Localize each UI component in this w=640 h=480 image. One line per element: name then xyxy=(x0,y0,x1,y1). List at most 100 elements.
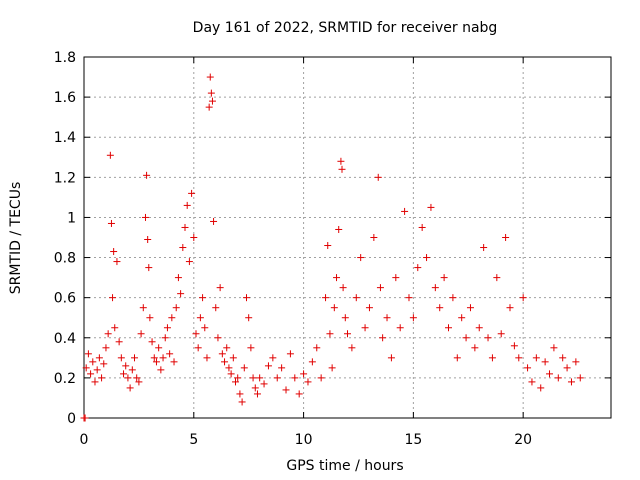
data-point xyxy=(253,390,261,398)
y-tick-label: 1.2 xyxy=(54,170,76,186)
data-point xyxy=(326,330,334,338)
data-point xyxy=(528,378,536,386)
data-point xyxy=(537,384,545,392)
data-point xyxy=(484,334,492,342)
x-axis-label: GPS time / hours xyxy=(286,458,403,474)
data-point xyxy=(159,354,167,362)
data-point xyxy=(341,314,349,322)
data-point xyxy=(471,344,479,352)
data-point xyxy=(532,354,540,362)
data-point xyxy=(89,358,97,366)
data-point xyxy=(150,354,158,362)
data-point xyxy=(365,304,373,312)
data-point xyxy=(330,304,338,312)
data-point xyxy=(458,314,466,322)
data-point xyxy=(278,364,286,372)
data-point xyxy=(208,97,216,105)
data-point xyxy=(179,244,187,252)
y-tick-label: 1.8 xyxy=(54,50,76,66)
data-point xyxy=(166,350,174,358)
y-tick-label: 0.6 xyxy=(54,291,76,307)
data-point xyxy=(431,284,439,292)
data-point xyxy=(567,378,575,386)
data-point xyxy=(466,304,474,312)
data-point xyxy=(205,103,213,111)
data-point xyxy=(141,213,149,221)
data-point xyxy=(249,374,257,382)
data-point xyxy=(91,378,99,386)
data-points xyxy=(80,73,584,422)
data-point xyxy=(122,362,130,370)
data-point xyxy=(214,334,222,342)
x-tick-label: 20 xyxy=(514,432,532,448)
data-point xyxy=(440,274,448,282)
data-point xyxy=(207,89,215,97)
data-point xyxy=(572,358,580,366)
data-point xyxy=(245,314,253,322)
ticks: 0 0.2 0.4 0.6 0.8 1 1.2 1.4 1.6 1.8 0 5 10 15 20 xyxy=(54,50,611,448)
data-point xyxy=(120,370,128,378)
data-point xyxy=(181,223,189,231)
data-point xyxy=(117,354,125,362)
data-point xyxy=(337,157,345,165)
data-point xyxy=(559,354,567,362)
data-point xyxy=(81,414,89,422)
data-point xyxy=(344,330,351,338)
data-point xyxy=(102,344,110,352)
data-point xyxy=(546,370,554,378)
data-point xyxy=(87,370,95,378)
x-tick-label: 15 xyxy=(404,432,422,448)
data-point xyxy=(352,294,360,302)
data-point xyxy=(576,374,584,382)
data-point xyxy=(225,364,233,372)
data-point xyxy=(199,294,207,302)
data-point xyxy=(216,284,224,292)
data-point xyxy=(172,304,180,312)
data-point xyxy=(383,314,391,322)
data-point xyxy=(124,374,132,382)
data-point xyxy=(144,236,152,244)
data-point xyxy=(317,374,325,382)
data-point xyxy=(227,370,235,378)
data-point xyxy=(218,350,226,358)
data-point xyxy=(84,350,92,358)
y-tick-label: 0 xyxy=(67,411,76,427)
data-point xyxy=(453,354,461,362)
data-point xyxy=(462,334,470,342)
data-point xyxy=(137,330,145,338)
data-point xyxy=(480,244,488,252)
data-point xyxy=(82,364,90,372)
data-point xyxy=(196,314,204,322)
chart-title: Day 161 of 2022, SRMTID for receiver nab… xyxy=(193,20,498,36)
data-point xyxy=(145,264,153,272)
data-point xyxy=(133,374,141,382)
data-point xyxy=(387,354,395,362)
data-point xyxy=(110,248,118,256)
data-point xyxy=(282,386,290,394)
data-point xyxy=(206,73,214,81)
y-tick-label: 1.4 xyxy=(54,130,76,146)
data-point xyxy=(232,378,240,386)
data-point xyxy=(174,274,182,282)
data-point xyxy=(449,294,457,302)
data-point xyxy=(273,374,281,382)
data-point xyxy=(146,314,154,322)
data-point xyxy=(100,360,108,368)
data-point xyxy=(168,314,176,322)
data-point xyxy=(339,284,347,292)
data-point xyxy=(264,362,272,370)
data-point xyxy=(370,234,378,241)
data-point xyxy=(493,274,501,282)
data-point xyxy=(135,378,143,386)
data-point xyxy=(333,274,341,282)
data-point xyxy=(427,203,435,211)
data-point xyxy=(541,358,549,366)
data-point xyxy=(515,354,523,362)
data-point xyxy=(223,344,231,352)
data-point xyxy=(210,217,218,225)
data-point xyxy=(115,338,123,346)
data-point xyxy=(361,324,369,332)
data-point xyxy=(414,264,422,272)
